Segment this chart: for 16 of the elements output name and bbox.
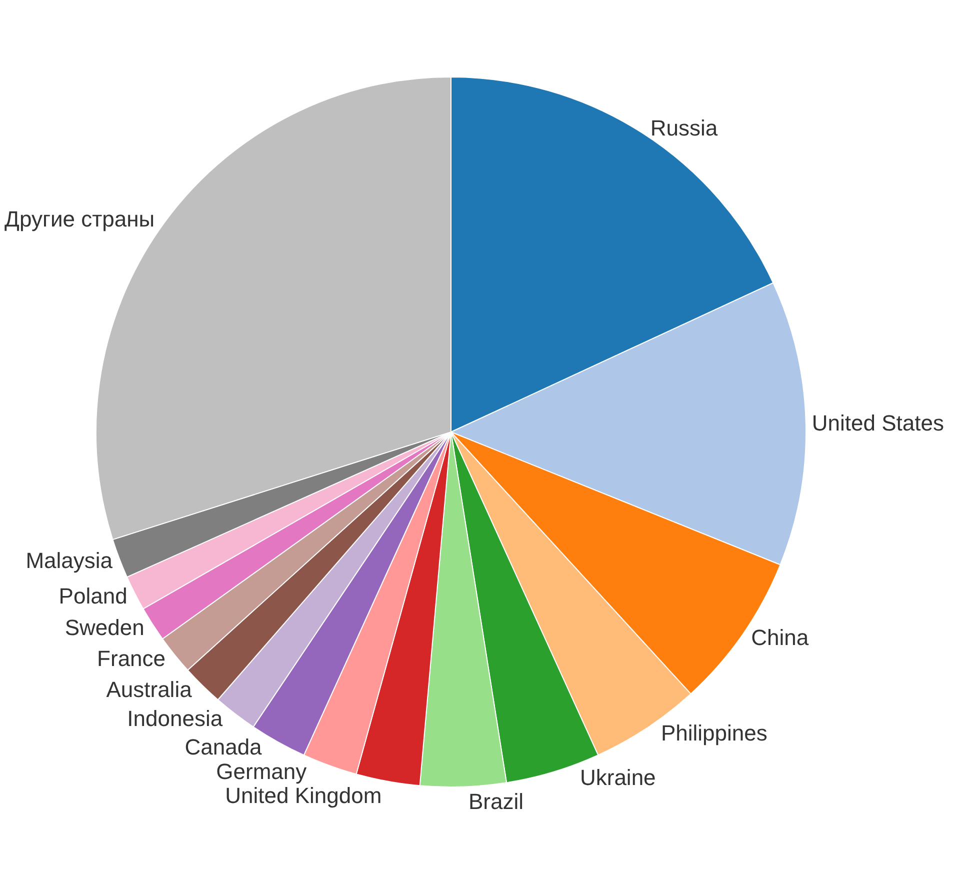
slice-label: Russia bbox=[650, 115, 718, 140]
slice-label: Germany bbox=[216, 758, 307, 784]
slice-label: Canada bbox=[184, 734, 263, 760]
slice-label: Poland bbox=[58, 583, 128, 608]
slice-label: Malaysia bbox=[26, 548, 114, 574]
slice-label: United States bbox=[812, 410, 944, 436]
slice-label: Philippines bbox=[660, 720, 768, 746]
slice-label: Brazil bbox=[468, 789, 524, 814]
slice-label: Другие страны bbox=[4, 206, 155, 232]
slice-label: Australia bbox=[106, 677, 193, 702]
slice-label: China bbox=[751, 625, 810, 650]
slice-label: Sweden bbox=[64, 614, 144, 640]
slice-label: France bbox=[97, 646, 166, 672]
slice-label: United Kingdom bbox=[225, 782, 382, 808]
slice-label: Indonesia bbox=[127, 706, 224, 732]
slice-label: Ukraine bbox=[580, 765, 656, 790]
